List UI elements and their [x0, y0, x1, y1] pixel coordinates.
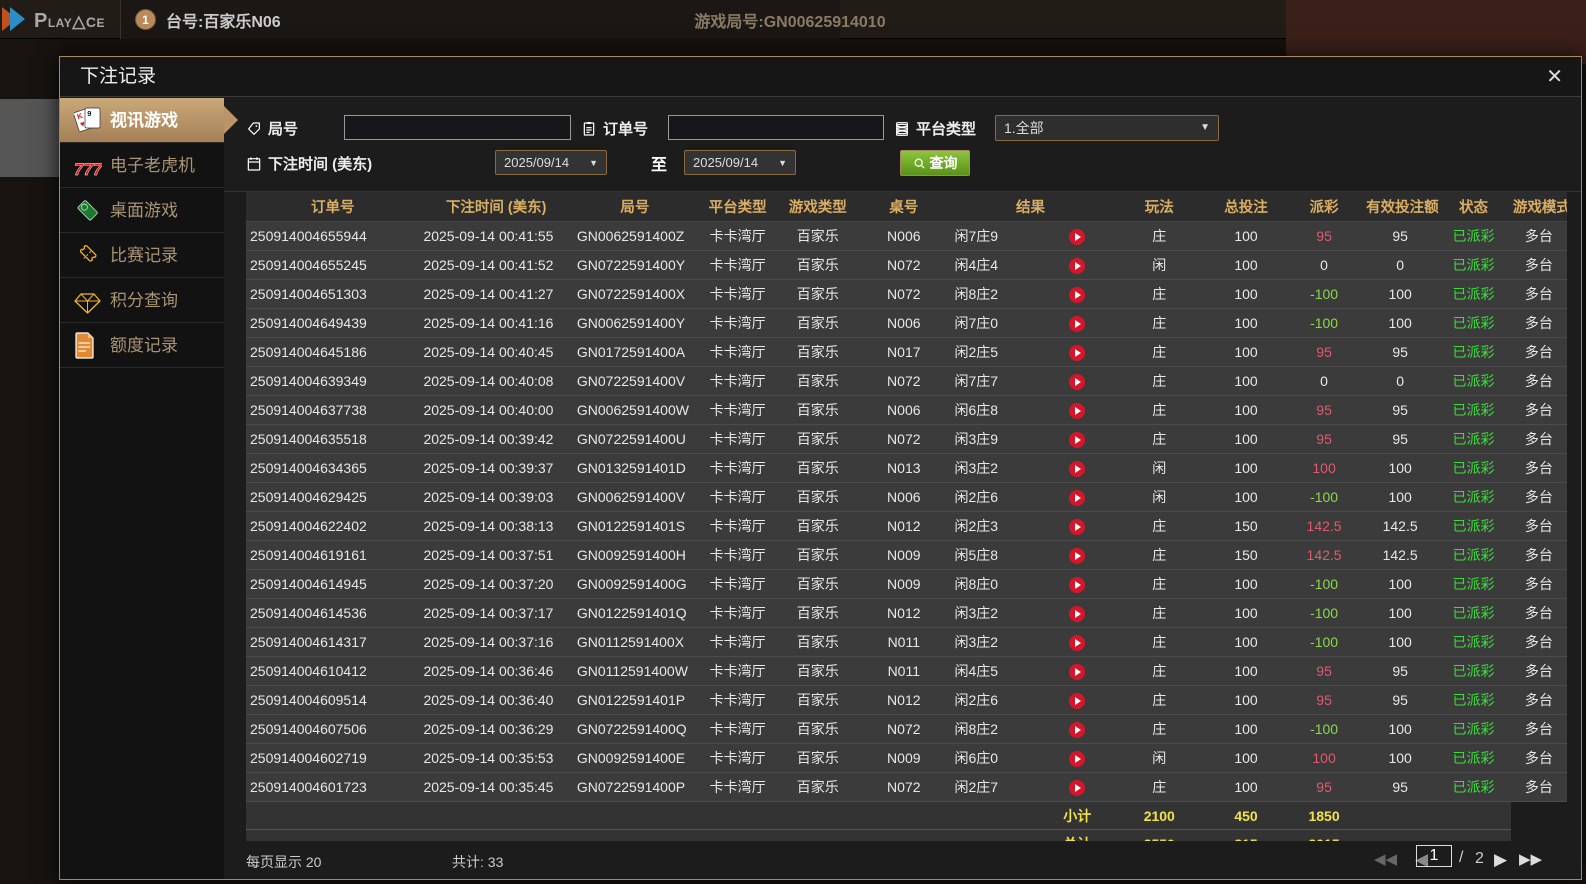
- svg-text:9: 9: [87, 109, 91, 118]
- svg-text:777: 777: [74, 160, 102, 179]
